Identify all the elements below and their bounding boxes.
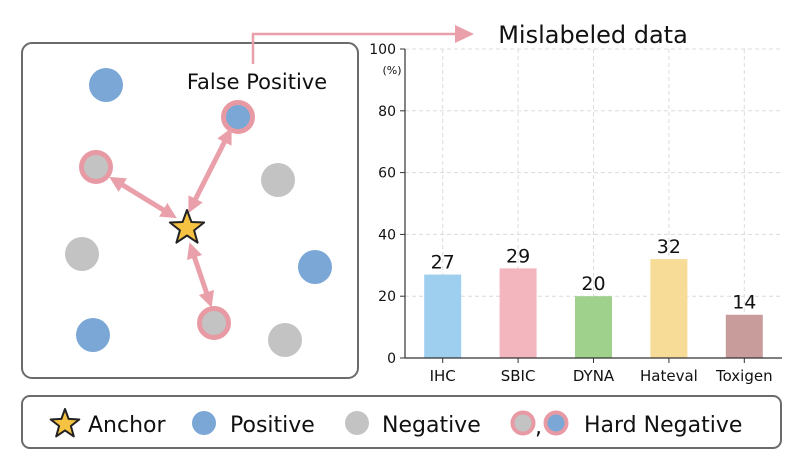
y-tick-label: 100 (369, 42, 396, 58)
false-positive-label-bg (180, 66, 332, 96)
legend-positive-icon (192, 411, 216, 435)
bar-value-label: 29 (506, 245, 530, 267)
bar-ihc (424, 274, 462, 358)
arrow-to-false-positive (188, 127, 232, 214)
y-tick-label: 60 (378, 166, 396, 182)
y-tick-label: 0 (387, 351, 396, 367)
y-tick-label: 80 (378, 104, 396, 120)
legend-anchor-label: Anchor (88, 413, 166, 438)
legend-negative-label: Negative (382, 413, 481, 438)
positive-point (298, 250, 332, 284)
legend-anchor-star-icon (49, 408, 81, 438)
legend-box (21, 395, 782, 449)
negative-point (261, 163, 295, 197)
hard-negative-point (197, 306, 231, 340)
x-tick-label: Hateval (640, 367, 698, 385)
x-tick-label: SBIC (501, 367, 536, 385)
bar-hateval (650, 259, 688, 358)
bar-toxigen (725, 314, 763, 358)
legend-hard-negative-label: Hard Negative (584, 413, 742, 438)
x-tick-label: Toxigen (715, 367, 773, 385)
anchor-star-icon (168, 209, 206, 244)
x-tick-label: IHC (430, 367, 456, 385)
mislabeled-arrowhead-icon (455, 25, 474, 43)
y-tick-label: 40 (378, 227, 396, 243)
positive-point (76, 318, 110, 352)
bar-value-label: 32 (657, 236, 681, 258)
arrow-to-hard-negative-left (109, 176, 177, 219)
bar-dyna (575, 296, 612, 358)
bar-sbic (499, 268, 537, 358)
mislabeled-label: Mislabeled data (498, 21, 688, 49)
mislabeled-bar-chart: 0 20 40 60 80 100 IHC SBIC DYNA Hateval Toxigen 27… (369, 42, 782, 385)
chart-ticks: 0 20 40 60 80 100 IHC SBIC DYNA Hateval Toxigen (369, 42, 772, 385)
y-tick-label: 20 (378, 289, 396, 305)
negative-point (65, 237, 99, 271)
chart-labels: 27 29 20 32 14 (431, 236, 757, 314)
false-positive-label: False Positive (187, 70, 327, 94)
legend-negative-icon (345, 411, 369, 435)
positive-point (89, 68, 123, 102)
hard-negative-point (79, 150, 113, 184)
legend-separator: , (535, 415, 542, 440)
chart-grid (405, 48, 782, 359)
mislabeled-connector (251, 32, 458, 64)
bar-value-label: 27 (431, 252, 455, 274)
legend-hard-negative-gray-icon (510, 410, 536, 436)
bar-value-label: 20 (581, 273, 605, 295)
bar-value-label: 14 (732, 292, 756, 314)
legend-hard-negative-blue-icon (543, 410, 569, 436)
x-tick-label: DYNA (573, 367, 615, 385)
chart-bars (424, 259, 763, 358)
legend-positive-label: Positive (230, 413, 315, 438)
y-unit-label: (%) (382, 64, 401, 77)
negative-point (268, 323, 302, 357)
hard-negative-point (221, 100, 255, 134)
arrow-to-hard-negative-bottom (187, 242, 214, 308)
